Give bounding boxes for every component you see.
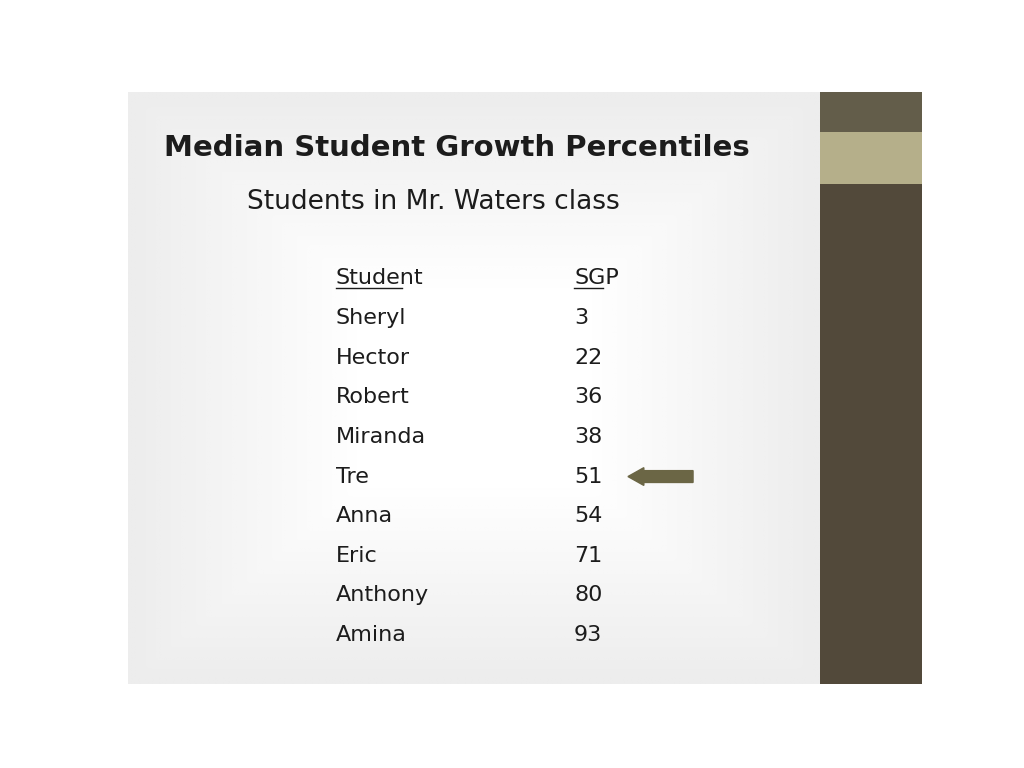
Text: Miranda: Miranda <box>336 427 426 447</box>
Text: 3: 3 <box>574 308 588 328</box>
Bar <box>820 132 922 184</box>
Text: Eric: Eric <box>336 546 378 566</box>
Text: 71: 71 <box>574 546 602 566</box>
Text: 22: 22 <box>574 348 602 368</box>
Text: Anna: Anna <box>336 506 393 526</box>
Text: 36: 36 <box>574 387 602 407</box>
Text: 51: 51 <box>574 466 602 487</box>
Text: Median Student Growth Percentiles: Median Student Growth Percentiles <box>165 134 751 162</box>
Text: Student: Student <box>336 269 424 289</box>
Text: 93: 93 <box>574 625 602 645</box>
Text: Amina: Amina <box>336 625 407 645</box>
Text: 80: 80 <box>574 585 602 605</box>
Text: SGP: SGP <box>574 269 618 289</box>
Text: Students in Mr. Waters class: Students in Mr. Waters class <box>247 189 620 214</box>
Bar <box>820 184 922 684</box>
Text: Robert: Robert <box>336 387 410 407</box>
Bar <box>128 92 820 684</box>
Text: Tre: Tre <box>336 466 369 487</box>
Bar <box>820 92 922 684</box>
Text: Anthony: Anthony <box>336 585 429 605</box>
FancyArrow shape <box>628 468 693 485</box>
Text: Sheryl: Sheryl <box>336 308 407 328</box>
Text: Hector: Hector <box>336 348 410 368</box>
Text: 38: 38 <box>574 427 602 447</box>
Text: 54: 54 <box>574 506 602 526</box>
